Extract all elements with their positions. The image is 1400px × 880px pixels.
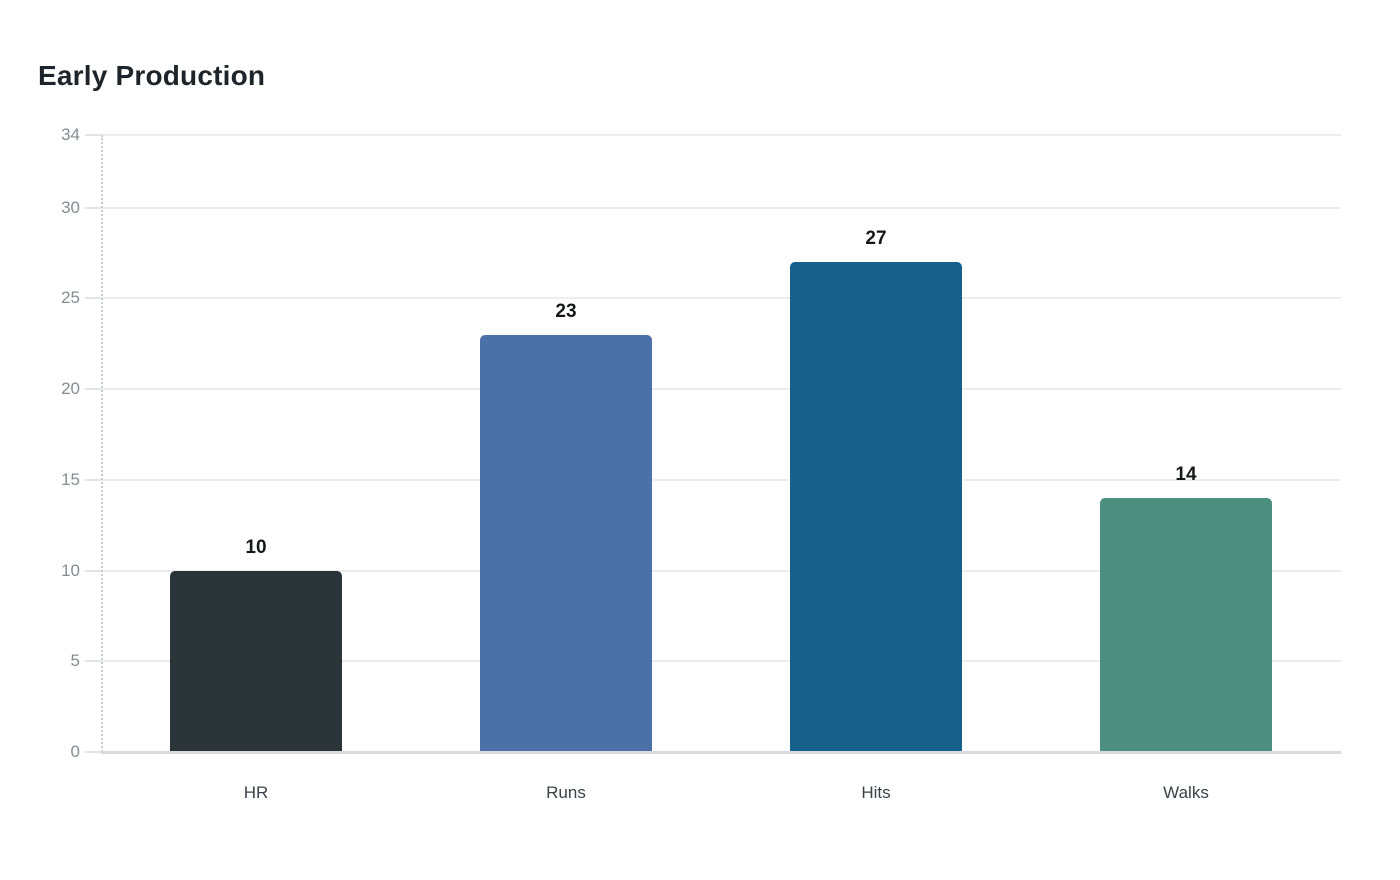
y-axis-tick-label: 0 (70, 742, 80, 761)
gridline (101, 134, 1341, 136)
y-axis-tick-label: 20 (61, 379, 80, 399)
y-axis-tick-mark (85, 569, 101, 572)
bar[interactable] (790, 262, 962, 752)
chart-title: Early Production (38, 60, 266, 91)
y-axis-tick-mark (85, 660, 101, 663)
y-axis-tick-label: 25 (61, 288, 80, 308)
y-axis-tick-label: 30 (61, 197, 80, 217)
x-axis-label: Hits (861, 783, 891, 802)
bar-value-label: 23 (555, 300, 577, 322)
y-axis-tick-mark (85, 297, 101, 300)
bar-value-label: 14 (1175, 463, 1197, 485)
bar[interactable] (170, 570, 342, 752)
y-axis-tick-label: 15 (61, 469, 80, 489)
y-axis-tick-mark (85, 134, 101, 136)
x-axis-label: Walks (1163, 783, 1209, 802)
gridline (101, 388, 1341, 391)
y-axis-tick-label: 5 (70, 651, 80, 671)
bar[interactable] (1100, 497, 1272, 752)
gridline (101, 297, 1341, 300)
bar-value-label: 10 (245, 536, 267, 558)
x-axis-label: Runs (546, 783, 586, 802)
y-axis-tick-mark (85, 478, 101, 481)
bar[interactable] (480, 334, 652, 752)
x-axis-line (101, 751, 1341, 754)
gridline (101, 206, 1341, 209)
y-axis-tick-label: 34 (61, 125, 80, 144)
y-axis-tick-mark (85, 206, 101, 209)
y-axis-tick-mark (85, 388, 101, 391)
bar-value-label: 27 (865, 228, 887, 250)
y-axis-tick-mark (85, 751, 101, 753)
x-axis-label: HR (243, 783, 269, 802)
y-axis-tick-label: 10 (61, 560, 80, 580)
y-axis-line (101, 135, 103, 752)
